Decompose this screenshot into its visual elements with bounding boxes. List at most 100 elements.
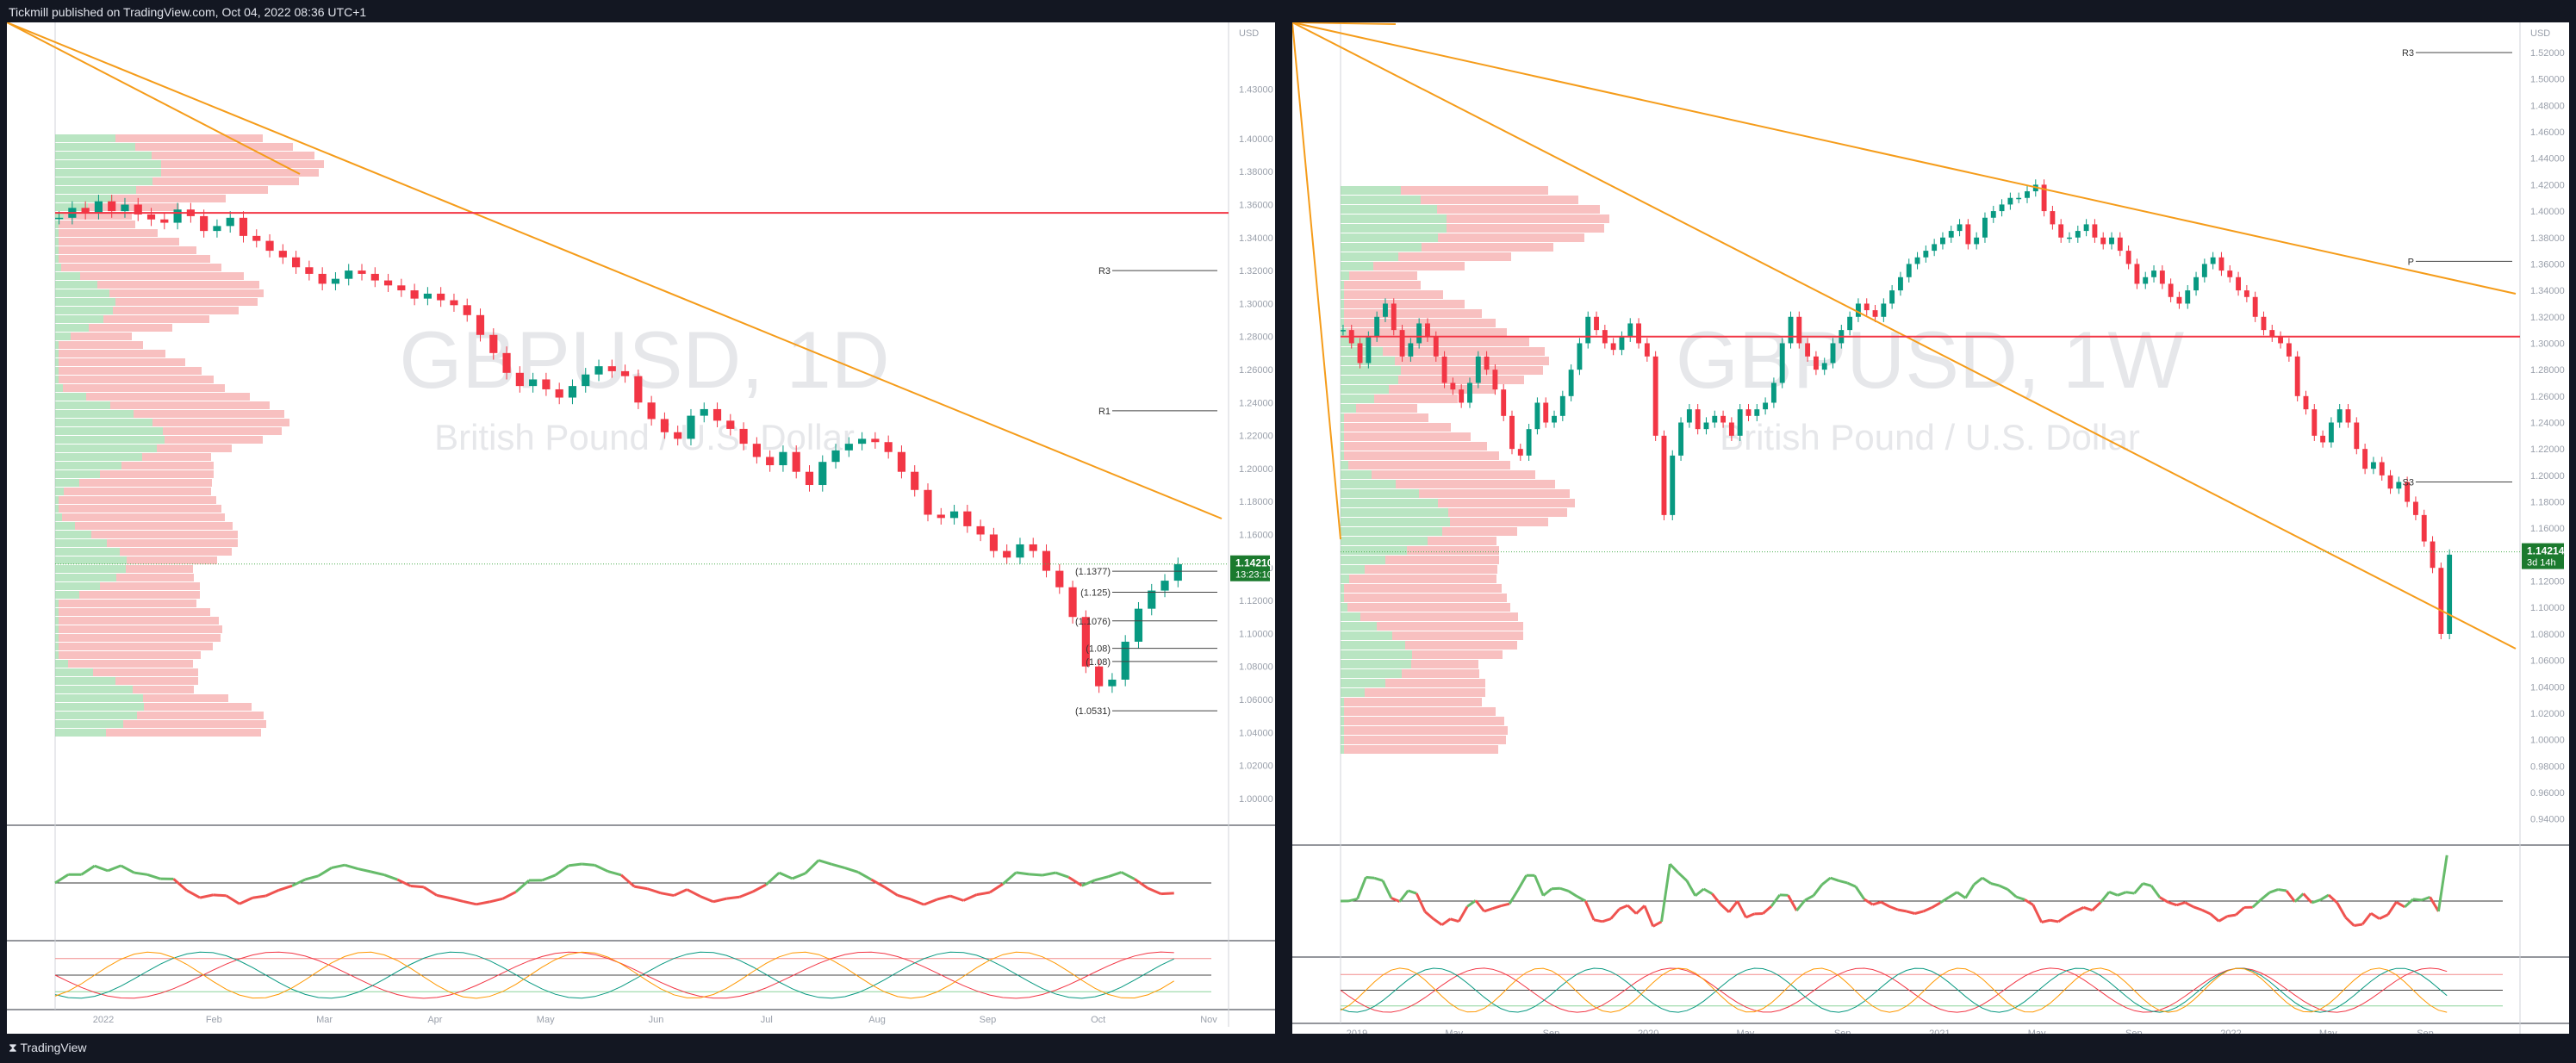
volume-profile-bar [1344, 707, 1496, 716]
volume-profile-bar [113, 195, 226, 202]
pivot-level-label: (1.0531) [1075, 706, 1111, 717]
volume-profile-bar [55, 264, 61, 271]
volume-profile-bar [100, 582, 200, 590]
pivot-level-label: (1.08) [1086, 657, 1111, 668]
candle-body [1720, 415, 1727, 423]
volume-profile-bar [1341, 546, 1407, 555]
volume-profile-bar [115, 677, 198, 685]
chart-panel-weekly[interactable]: GBPUSD, 1W British Pound / U.S. Dollar USD… [1292, 22, 2569, 1034]
rsi-segment [582, 862, 595, 867]
rsi-segment [1846, 881, 1857, 888]
rsi-segment [80, 864, 96, 876]
candle-body [2370, 462, 2376, 469]
rsi-segment [1897, 908, 1907, 913]
tradingview-icon: ⧗ [9, 1041, 21, 1054]
volume-profile-bar [1341, 584, 1344, 593]
candle-body [318, 273, 327, 284]
volume-profile-bar [1389, 385, 1495, 394]
candle-body [1577, 343, 1583, 370]
x-tick-label: 2022 [2220, 1029, 2241, 1034]
rsi-segment [172, 878, 188, 892]
candle-body [200, 215, 208, 232]
candle-body [1813, 356, 1819, 370]
candle-body [1889, 290, 1895, 304]
daily-chart-svg[interactable]: GBPUSD, 1D British Pound / U.S. Dollar USD… [7, 22, 1275, 1034]
volume-profile-bar [91, 531, 238, 538]
candle-body [818, 462, 827, 486]
x-tick-label: Apr [427, 1015, 442, 1025]
candle-body [2362, 449, 2368, 469]
y-tick-label: 1.20000 [2530, 471, 2565, 482]
rsi-segment [291, 878, 306, 887]
weekly-chart-svg[interactable]: GBPUSD, 1W British Pound / U.S. Dollar USD… [1292, 22, 2569, 1034]
volume-profile-bar [93, 668, 198, 676]
rsi-segment [2015, 895, 2025, 901]
volume-profile-bar [1422, 243, 1553, 252]
volume-profile-bar [1348, 461, 1510, 469]
rsi-segment [2209, 912, 2220, 923]
candle-body [489, 334, 498, 353]
rsi-segment [647, 887, 662, 895]
rsi-segment [607, 870, 622, 877]
watermark-symbol: GBPUSD, 1D [399, 314, 889, 405]
y-tick-label: 1.04000 [1239, 728, 1273, 738]
candle-body [2243, 290, 2249, 297]
candle-body [1441, 356, 1447, 383]
volume-profile-bar [1407, 546, 1499, 555]
volume-profile-bar [55, 393, 86, 401]
candle-body [252, 235, 261, 241]
rsi-segment [2193, 905, 2203, 911]
rsi-segment [1627, 904, 1638, 915]
volume-profile-bar [1341, 423, 1344, 432]
rsi-segment [2117, 891, 2127, 897]
chart-panel-daily[interactable]: GBPUSD, 1D British Pound / U.S. Dollar USD… [7, 22, 1275, 1034]
volume-profile-bar [55, 134, 115, 142]
candle-body [2261, 316, 2267, 331]
y-tick-label: 1.18000 [2530, 498, 2565, 508]
volume-profile-bar [1341, 376, 1398, 384]
volume-profile-bar [55, 565, 126, 573]
volume-profile-bar [55, 272, 80, 280]
rsi-segment [1804, 894, 1814, 902]
volume-profile-bar [1344, 442, 1487, 451]
rsi-segment [1685, 880, 1697, 897]
y-tick-label: 0.94000 [2530, 815, 2565, 825]
volume-profile-bar [1341, 451, 1344, 460]
volume-profile-bar [127, 556, 217, 564]
volume-profile-bar [1344, 423, 1451, 432]
rsi-segment [1736, 900, 1747, 918]
candle-body [936, 514, 945, 519]
rsi-segment [883, 886, 899, 897]
rsi-segment [476, 900, 490, 906]
trendline [7, 22, 1223, 519]
rsi-segment [2133, 882, 2144, 895]
volume-profile-bar [59, 496, 216, 504]
candle-body [1999, 204, 2005, 212]
rsi-segment [317, 867, 333, 878]
candle-body [1016, 544, 1024, 558]
candle-body [515, 372, 524, 387]
candle-body [963, 511, 972, 526]
stoch-line [54, 951, 1174, 999]
rsi-segment [396, 878, 412, 887]
candle-body [1610, 343, 1616, 351]
volume-profile-bar [1341, 224, 1447, 233]
volume-profile-bar [89, 324, 172, 332]
volume-profile-bar [136, 186, 268, 194]
candle-body [1805, 343, 1811, 357]
candle-body [1594, 316, 1599, 331]
candle-body [2210, 257, 2216, 264]
candle-body [397, 285, 406, 291]
rsi-segment [2066, 910, 2076, 917]
volume-profile-bar [1383, 347, 1545, 356]
candle-body [278, 251, 287, 258]
candle-body [2083, 224, 2089, 232]
candle-body [1965, 224, 1971, 245]
candle-body [1559, 395, 1565, 416]
rsi-segment [1745, 912, 1755, 919]
y-tick-label: 1.40000 [2530, 207, 2565, 217]
y-tick-label: 1.28000 [1239, 333, 1273, 343]
rsi-segment [897, 893, 912, 901]
rsi-segment [2184, 901, 2194, 909]
volume-profile-bar [135, 143, 293, 151]
